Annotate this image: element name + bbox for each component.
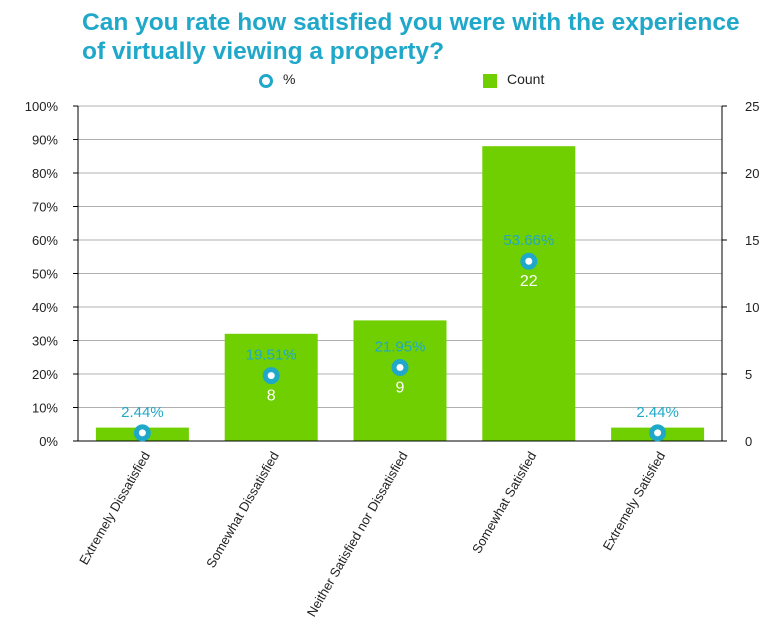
left-axis-tick-label: 100%	[25, 99, 59, 114]
percent-series: 2.44% 19.51% 21.95% 53.66% 2.44%	[121, 232, 679, 442]
left-axis-tick-label: 90%	[32, 133, 58, 148]
percent-marker	[262, 367, 280, 385]
left-axis: 0% 10% 20% 30% 40% 50% 60% 70% 80% 90% 100%	[25, 99, 79, 449]
legend-percent-marker	[259, 74, 273, 88]
right-axis-tick-label: 20	[745, 166, 759, 181]
percent-label: 2.44%	[121, 404, 164, 421]
right-axis-tick-label: 10	[745, 300, 759, 315]
legend-percent-label: %	[283, 71, 296, 87]
chart-title: Can you rate how satisfied you were with…	[82, 9, 740, 65]
x-axis-labels: Extremely Dissatisfied Somewhat Dissatisf…	[76, 449, 668, 619]
x-axis-category-label: Extremely Dissatisfied	[76, 449, 153, 567]
legend: % Count	[0, 66, 771, 92]
percent-label: 21.95%	[375, 338, 426, 355]
x-axis-category-label: Somewhat Satisfied	[469, 449, 539, 556]
count-label: 22	[520, 273, 538, 290]
left-axis-tick-label: 10%	[32, 401, 58, 416]
count-label: 9	[396, 379, 405, 396]
percent-marker	[649, 424, 667, 442]
left-axis-tick-label: 40%	[32, 300, 58, 315]
x-axis-category-label: Extremely Satisfied	[600, 449, 669, 553]
legend-count-label: Count	[507, 71, 545, 87]
legend-count-swatch	[483, 74, 497, 88]
percent-marker	[520, 252, 538, 270]
percent-label: 2.44%	[636, 404, 679, 421]
right-axis-tick-label: 25	[745, 99, 759, 114]
left-axis-tick-label: 80%	[32, 166, 58, 181]
percent-label: 19.51%	[246, 347, 297, 364]
count-label: 8	[267, 388, 276, 405]
left-axis-tick-label: 50%	[32, 267, 58, 282]
x-axis-category-label: Neither Satisfied nor Dissatisfied	[304, 449, 411, 619]
bar-series-count	[95, 146, 705, 441]
left-axis-tick-label: 60%	[32, 233, 58, 248]
right-axis-tick-label: 15	[745, 233, 759, 248]
right-axis-tick-label: 0	[745, 434, 752, 449]
bar	[224, 333, 318, 441]
bar	[482, 146, 576, 441]
percent-label: 53.66%	[503, 232, 554, 249]
percent-marker	[391, 358, 409, 376]
left-axis-tick-label: 20%	[32, 367, 58, 382]
percent-marker	[133, 424, 151, 442]
left-axis-tick-label: 0%	[39, 434, 58, 449]
right-axis: 0 5 10 15 20 25	[721, 99, 759, 449]
left-axis-tick-label: 30%	[32, 334, 58, 349]
bar	[353, 320, 447, 441]
left-axis-tick-label: 70%	[32, 200, 58, 215]
right-axis-tick-label: 5	[745, 367, 752, 382]
x-axis-category-label: Somewhat Dissatisfied	[203, 449, 282, 570]
count-labels: 8 9 22	[267, 273, 538, 404]
